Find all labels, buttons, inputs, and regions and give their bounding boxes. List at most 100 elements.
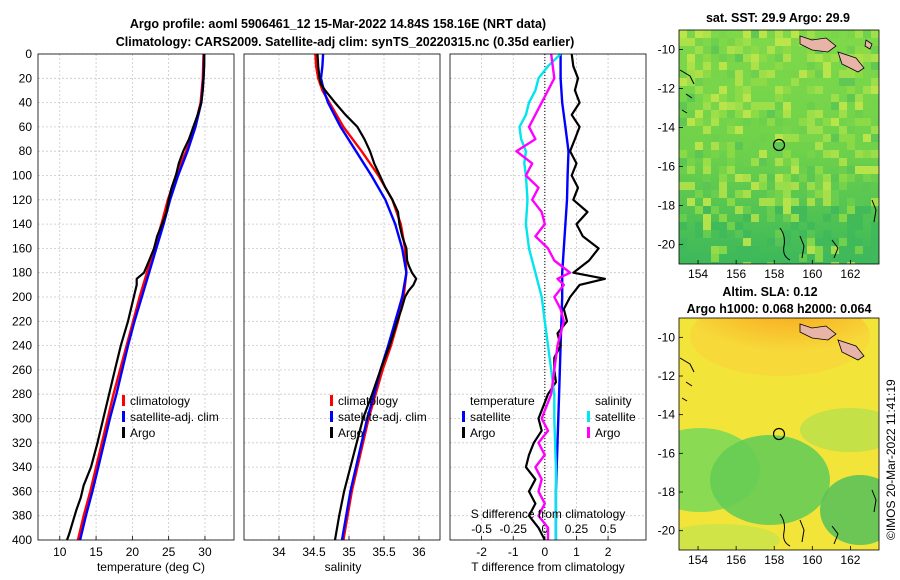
x-tick-label: -1 xyxy=(508,545,519,559)
y-tick-label: 240 xyxy=(12,339,32,353)
sst-cell xyxy=(783,214,791,222)
sst-cell xyxy=(831,262,839,264)
sst-cell xyxy=(719,142,727,150)
plot-frame xyxy=(37,53,235,541)
sst-cell xyxy=(815,166,823,174)
sst-cell xyxy=(839,78,847,86)
sst-cell xyxy=(759,150,767,158)
sst-cell xyxy=(727,174,735,182)
sst-cell xyxy=(847,246,855,254)
sst-cell xyxy=(679,30,687,38)
series-line-satellite-adj-clim xyxy=(319,53,408,541)
sst-cell xyxy=(767,102,775,110)
temperature-panel: 10 15 20 25 30 xyxy=(37,53,235,559)
sst-cell xyxy=(815,70,823,78)
sst-cell xyxy=(855,238,863,246)
sst-cell xyxy=(783,230,791,238)
map-y-tick-label: -18 xyxy=(658,485,676,499)
sst-cell xyxy=(679,262,687,264)
sst-cell xyxy=(871,134,879,142)
sst-cell xyxy=(783,206,791,214)
series-line-s-argo xyxy=(515,53,572,540)
sst-cell xyxy=(743,118,751,126)
sst-cell xyxy=(679,38,687,46)
sst-cell xyxy=(775,150,783,158)
sst-cell xyxy=(791,198,799,206)
sst-cell xyxy=(695,110,703,118)
sst-cell xyxy=(719,230,727,238)
sst-cell xyxy=(863,206,871,214)
reef-outline xyxy=(679,357,695,402)
sst-cell xyxy=(775,86,783,94)
legend-label: climatology xyxy=(130,394,190,408)
sst-cell xyxy=(775,262,783,264)
sst-cell xyxy=(775,134,783,142)
sst-cell xyxy=(679,158,687,166)
sst-cell xyxy=(735,54,743,62)
sst-cell xyxy=(863,254,871,262)
sst-cell xyxy=(687,38,695,46)
sst-cell xyxy=(743,38,751,46)
sst-cell xyxy=(711,70,719,78)
sst-cell xyxy=(751,78,759,86)
sst-cell xyxy=(743,54,751,62)
sst-cell xyxy=(815,54,823,62)
sst-cell xyxy=(759,102,767,110)
sst-cell xyxy=(727,110,735,118)
sst-cell xyxy=(807,30,815,38)
sst-cell xyxy=(799,214,807,222)
sst-cell xyxy=(799,134,807,142)
sst-cell xyxy=(839,102,847,110)
map-y-tick-label: -12 xyxy=(658,82,676,96)
sst-cell xyxy=(703,54,711,62)
sst-cell xyxy=(679,182,687,190)
sst-cell xyxy=(727,198,735,206)
sst-cell xyxy=(783,166,791,174)
sst-cell xyxy=(783,134,791,142)
sst-cell xyxy=(775,30,783,38)
map-x-tick-label: 154 xyxy=(688,267,708,281)
map-x-tick-label: 156 xyxy=(726,553,746,567)
sla-map-subtitle: Argo h1000: 0.068 h2000: 0.064 xyxy=(687,302,872,316)
sst-cell xyxy=(735,262,743,264)
sla-map: 154 156 158 160 162 -10 -12 -14 -16 -18 -20 xyxy=(658,317,880,567)
sst-cell xyxy=(711,134,719,142)
sst-cell xyxy=(767,46,775,54)
sst-cell xyxy=(703,102,711,110)
sla-low-anomaly xyxy=(820,475,879,545)
sst-cell xyxy=(783,174,791,182)
sst-cell xyxy=(863,150,871,158)
sst-cell xyxy=(703,254,711,262)
sst-cell xyxy=(807,182,815,190)
figure-title-line1: Argo profile: aoml 5906461_12 15-Mar-202… xyxy=(130,17,546,31)
sst-cell xyxy=(815,102,823,110)
legend-swatch-s-argo xyxy=(587,427,590,438)
sst-cell xyxy=(767,118,775,126)
legend-label: satellite xyxy=(595,410,636,424)
legend-label: satellite-adj. clim xyxy=(338,410,427,424)
sst-cell xyxy=(823,62,831,70)
sst-cell xyxy=(751,62,759,70)
sst-cell xyxy=(807,262,815,264)
sst-cell xyxy=(679,246,687,254)
sst-cell xyxy=(719,262,727,264)
sst-cell xyxy=(743,30,751,38)
sst-cell xyxy=(815,182,823,190)
sst-cell xyxy=(823,150,831,158)
sst-cell xyxy=(727,254,735,262)
sst-cell xyxy=(863,30,871,38)
sst-cell xyxy=(847,78,855,86)
sst-cell xyxy=(823,214,831,222)
sst-cell xyxy=(679,70,687,78)
sst-cell xyxy=(735,78,743,86)
sst-cell xyxy=(743,102,751,110)
reef-outline xyxy=(679,69,695,114)
sst-cell xyxy=(703,206,711,214)
sst-cell xyxy=(871,86,879,94)
sst-cell xyxy=(807,150,815,158)
difference-top-xlabel: S difference from climatology xyxy=(471,507,626,521)
x-tick-label: 25 xyxy=(162,545,176,559)
sst-cell xyxy=(823,254,831,262)
sst-cell xyxy=(783,238,791,246)
